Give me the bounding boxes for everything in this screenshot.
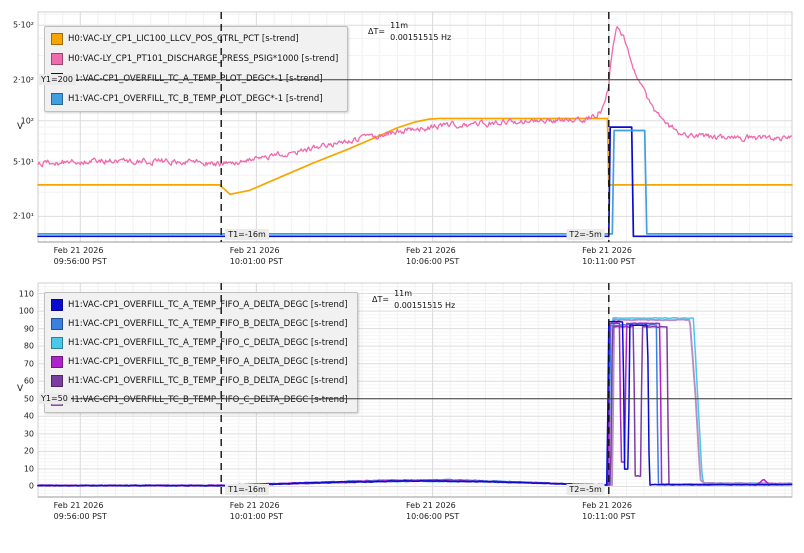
delta-t-value: 11m xyxy=(394,289,413,298)
y-tick-label: 0 xyxy=(28,481,34,491)
delta-t-prefix: ΔT= xyxy=(372,295,390,305)
y-tick-label: 10² xyxy=(20,116,34,126)
series-tc-a-temp-plot xyxy=(37,126,793,238)
x-tick-label: Feb 21 2026 10:01:00 PST xyxy=(229,501,284,521)
legend-item-label: H1:VAC-CP1_OVERFILL_TC_A_TEMP_FIFO_A_DEL… xyxy=(68,300,348,310)
legend-item[interactable]: H1:VAC-CP1_OVERFILL_TC_A_TEMP_FIFO_A_DEL… xyxy=(51,299,348,311)
cursor-t2-label-top[interactable]: T2=-5m xyxy=(566,229,605,240)
y-tick-label: 30 xyxy=(23,429,34,439)
legend-item-label: H1:VAC-CP1_OVERFILL_TC_A_TEMP_FIFO_B_DEL… xyxy=(68,319,348,329)
delta-t-frequency: 0.00151515 Hz xyxy=(390,32,452,42)
y-tick-label: 70 xyxy=(23,359,34,369)
legend-item-label: H1:VAC-CP1_OVERFILL_TC_B_TEMP_PLOT_DEGC*… xyxy=(68,94,323,104)
legend-item-label: H1:VAC-CP1_OVERFILL_TC_A_TEMP_FIFO_C_DEL… xyxy=(68,338,348,348)
x-tick-label: Feb 21 2026 10:11:00 PST xyxy=(582,246,636,266)
legend-item[interactable]: H1:VAC-CP1_OVERFILL_TC_A_TEMP_FIFO_B_DEL… xyxy=(51,318,348,330)
legend-item[interactable]: H1:VAC-CP1_OVERFILL_TC_A_TEMP_FIFO_C_DEL… xyxy=(51,337,348,349)
y1-marker-label-bottom[interactable]: Y1=50 xyxy=(38,392,71,404)
legend-item-label: H1:VAC-CP1_OVERFILL_TC_B_TEMP_FIFO_B_DEL… xyxy=(68,376,348,386)
legend-item-label: H1:VAC-CP1_OVERFILL_TC_B_TEMP_FIFO_C_DEL… xyxy=(68,395,348,405)
legend-item[interactable]: H0:VAC-LY_CP1_PT101_DISCHARGE_PRESS_PSIG… xyxy=(51,53,338,65)
y-tick-label: 50 xyxy=(23,394,34,404)
delta-t-annotation-top: ΔT= 11m 0.00151515 Hz xyxy=(368,20,451,43)
legend-item[interactable]: H1:VAC-CP1_OVERFILL_TC_B_TEMP_FIFO_B_DEL… xyxy=(51,375,348,387)
legend-item[interactable]: H1:VAC-CP1_OVERFILL_TC_A_TEMP_PLOT_DEGC*… xyxy=(51,73,338,85)
series-tc-b-temp-plot xyxy=(37,129,793,235)
legend-item-label: H1:VAC-CP1_OVERFILL_TC_B_TEMP_FIFO_A_DEL… xyxy=(68,357,348,367)
y-tick-label: 2·10¹ xyxy=(12,211,34,221)
legend-item[interactable]: H1:VAC-CP1_OVERFILL_TC_B_TEMP_FIFO_A_DEL… xyxy=(51,356,348,368)
y-tick-label: 40 xyxy=(23,411,34,421)
legend-color-swatch xyxy=(51,33,63,45)
legend-color-swatch xyxy=(51,375,63,387)
series-pt101-discharge-press xyxy=(37,25,793,168)
y-axis-label-top: V xyxy=(17,122,24,132)
legend-bottom-chart: H1:VAC-CP1_OVERFILL_TC_A_TEMP_FIFO_A_DEL… xyxy=(44,292,358,413)
y-axis-label-bottom: V xyxy=(17,384,24,394)
legend-item-label: H0:VAC-LY_CP1_PT101_DISCHARGE_PRESS_PSIG… xyxy=(68,54,339,64)
y-tick-label: 80 xyxy=(23,341,34,351)
y-tick-label: 5·10² xyxy=(12,20,34,30)
y-tick-label: 110 xyxy=(18,289,34,299)
legend-color-swatch xyxy=(51,53,63,65)
y-tick-label: 20 xyxy=(23,446,34,456)
y-tick-label: 90 xyxy=(23,324,34,334)
y-tick-label: 10 xyxy=(23,464,34,474)
cursor-t2-label-bottom[interactable]: T2=-5m xyxy=(566,484,605,495)
delta-t-prefix: ΔT= xyxy=(368,27,386,37)
x-tick-label: Feb 21 2026 10:01:00 PST xyxy=(229,246,284,266)
x-tick-label: Feb 21 2026 10:06:00 PST xyxy=(405,246,460,266)
y-tick-label: 60 xyxy=(23,376,34,386)
x-tick-label: Feb 21 2026 09:56:00 PST xyxy=(53,501,107,521)
y-tick-label: 5·10¹ xyxy=(12,157,34,167)
y-tick-label: 100 xyxy=(18,306,34,316)
legend-color-swatch xyxy=(51,93,63,105)
delta-t-value: 11m xyxy=(390,21,409,30)
delta-t-annotation-bottom: ΔT= 11m 0.00151515 Hz xyxy=(372,288,455,311)
legend-color-swatch xyxy=(51,337,63,349)
legend-item[interactable]: H1:VAC-CP1_OVERFILL_TC_B_TEMP_FIFO_C_DEL… xyxy=(51,394,348,406)
legend-color-swatch xyxy=(51,356,63,368)
cursor-t1-label-bottom[interactable]: T1=-16m xyxy=(225,484,269,495)
x-tick-label: Feb 21 2026 09:56:00 PST xyxy=(53,246,107,266)
cursor-t1-label-top[interactable]: T1=-16m xyxy=(225,229,269,240)
delta-t-frequency: 0.00151515 Hz xyxy=(394,300,456,310)
legend-item-label: H1:VAC-CP1_OVERFILL_TC_A_TEMP_PLOT_DEGC*… xyxy=(68,74,323,84)
legend-item[interactable]: H0:VAC-LY_CP1_LIC100_LLCV_POS_CTRL_PCT [… xyxy=(51,33,338,45)
x-tick-label: Feb 21 2026 10:11:00 PST xyxy=(582,501,636,521)
y-tick-label: 2·10² xyxy=(12,75,34,85)
legend-top-chart: H0:VAC-LY_CP1_LIC100_LLCV_POS_CTRL_PCT [… xyxy=(44,26,349,112)
legend-item[interactable]: H1:VAC-CP1_OVERFILL_TC_B_TEMP_PLOT_DEGC*… xyxy=(51,93,338,105)
legend-color-swatch xyxy=(51,318,63,330)
legend-item-label: H0:VAC-LY_CP1_LIC100_LLCV_POS_CTRL_PCT [… xyxy=(68,34,299,44)
series-tc-a-fifo-a-delta xyxy=(37,320,793,487)
legend-color-swatch xyxy=(51,299,63,311)
y1-marker-label-top[interactable]: Y1=200 xyxy=(38,73,76,85)
x-tick-label: Feb 21 2026 10:06:00 PST xyxy=(405,501,460,521)
